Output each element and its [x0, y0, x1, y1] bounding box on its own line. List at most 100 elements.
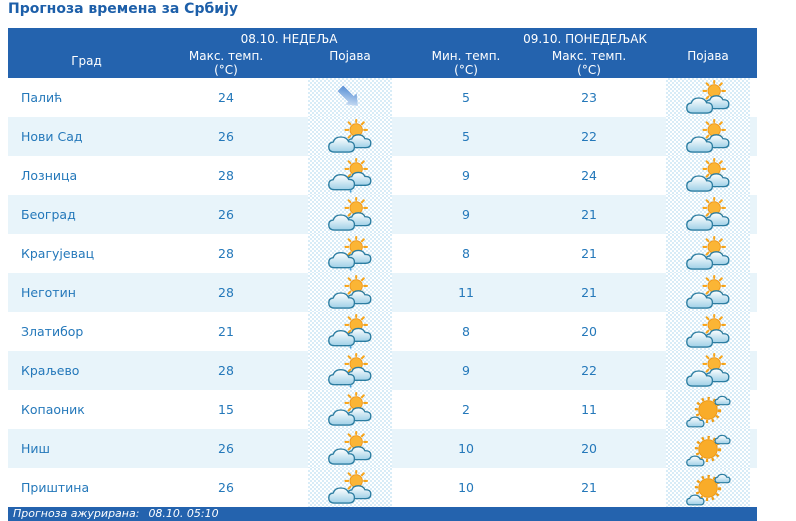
table-row: Београд 26 9 21 [8, 195, 758, 234]
day2-max-temp: 21 [581, 246, 597, 261]
day2-min-temp: 8 [462, 246, 470, 261]
phenomenon-cell [287, 390, 413, 429]
phenomenon-cell [287, 195, 413, 234]
city-name: Лозница [21, 168, 78, 183]
city-name: Златибор [21, 324, 84, 339]
mostly-sunny-icon [666, 429, 751, 468]
phenomenon-cell [659, 273, 757, 312]
sun-behind-clouds-icon [308, 468, 392, 507]
arrow-down-right-icon [308, 78, 392, 117]
day2-max-temp: 21 [581, 207, 597, 222]
table-row: Ниш 26 10 20 [8, 429, 758, 468]
page-title: Прогноза времена за Србију [8, 1, 238, 17]
city-name: Ниш [21, 441, 50, 456]
forecast-table: Град 08.10. НЕДЕЉА 09.10. ПОНЕДЕЉАК Макс… [8, 28, 758, 507]
phenomenon-cell [659, 312, 757, 351]
last-updated-label: Прогноза ажурирана: [13, 507, 140, 520]
date-header-day1: 08.10. НЕДЕЉА [165, 28, 414, 46]
phenomenon-cell [287, 468, 413, 507]
sun-clouds-light-rain-icon [308, 234, 392, 273]
phenomenon-cell [659, 195, 757, 234]
day1-max-temp: 26 [218, 441, 234, 456]
max-temp-label: Макс. темп. [188, 49, 264, 63]
column-header-day2-max-temp: Макс. темп. (°C) [519, 46, 660, 78]
sun-behind-clouds-icon [308, 273, 392, 312]
phenomenon-cell [659, 390, 757, 429]
day2-max-temp: 22 [581, 129, 597, 144]
sun-behind-clouds-icon [666, 117, 751, 156]
day2-min-temp: 2 [462, 402, 470, 417]
table-row: Палић 24 5 23 [8, 78, 757, 117]
table-row: Приштина 26 10 21 [8, 468, 757, 507]
city-name: Београд [21, 207, 76, 222]
phenomenon-cell [287, 429, 413, 468]
sun-behind-clouds-icon [666, 156, 751, 195]
phenomenon-cell [287, 117, 413, 156]
day2-min-temp: 9 [462, 168, 470, 183]
city-name: Палић [21, 90, 63, 105]
phenomenon-cell [287, 78, 413, 117]
day1-max-temp: 21 [218, 324, 234, 339]
column-header-city: Град [8, 28, 165, 78]
phenomenon-cell [659, 429, 757, 468]
day2-max-temp: 20 [581, 441, 597, 456]
day2-max-temp: 21 [581, 285, 597, 300]
day1-max-temp: 28 [218, 168, 234, 183]
day2-min-temp: 8 [462, 324, 470, 339]
column-header-day2-phenomenon: Појава [659, 46, 758, 78]
table-row: Неготин 28 11 21 [8, 273, 758, 312]
day2-max-temp: 11 [581, 402, 597, 417]
day2-min-temp: 10 [458, 441, 474, 456]
table-row: Златибор 21 8 20 [8, 312, 757, 351]
phenomenon-cell [287, 312, 413, 351]
unit-label: (°C) [577, 63, 601, 77]
day1-max-temp: 26 [218, 129, 234, 144]
last-updated-bar: Прогноза ажурирана: 08.10. 05:10 [8, 507, 757, 521]
sun-behind-clouds-icon [666, 195, 751, 234]
day2-max-temp: 21 [581, 480, 597, 495]
phenomenon-cell [659, 468, 757, 507]
city-name: Копаоник [21, 402, 85, 417]
min-temp-label: Мин. темп. [431, 49, 501, 63]
day1-max-temp: 28 [218, 285, 234, 300]
sun-behind-clouds-icon [666, 273, 751, 312]
day2-min-temp: 9 [462, 207, 470, 222]
table-row: Краљево 28 9 22 [8, 351, 758, 390]
sun-clouds-light-rain-icon [308, 156, 392, 195]
day2-min-temp: 11 [458, 285, 474, 300]
day2-min-temp: 5 [462, 129, 470, 144]
sun-behind-clouds-icon [308, 390, 392, 429]
phenomenon-cell [659, 78, 757, 117]
city-name: Крагујевац [21, 246, 95, 261]
day2-min-temp: 5 [462, 90, 470, 105]
column-header-row: Макс. темп. (°C) Појава Мин. темп. (°C) … [8, 46, 758, 78]
table-row: Копаоник 15 2 11 [8, 390, 757, 429]
city-name: Приштина [21, 480, 90, 495]
sun-clouds-light-rain-icon [308, 351, 392, 390]
mostly-sunny-icon [666, 390, 751, 429]
day2-max-temp: 23 [581, 90, 597, 105]
phenomenon-cell [659, 351, 757, 390]
day1-max-temp: 28 [218, 363, 234, 378]
unit-label: (°C) [214, 63, 238, 77]
day2-max-temp: 24 [581, 168, 597, 183]
sun-behind-clouds-icon [666, 78, 751, 117]
column-header-day1-max-temp: Макс. темп. (°C) [165, 46, 287, 78]
day2-max-temp: 20 [581, 324, 597, 339]
table-row: Нови Сад 26 5 22 [8, 117, 758, 156]
unit-label: (°C) [454, 63, 478, 77]
phenomenon-cell [659, 156, 757, 195]
city-name: Краљево [21, 363, 80, 378]
table-body: Палић 24 5 23 Нови Сад 26 5 22 Лозница 28 9 24 Беогр… [8, 78, 758, 507]
column-header-day2-min-temp: Мин. темп. (°C) [413, 46, 520, 78]
sun-behind-clouds-icon [666, 234, 751, 273]
phenomenon-cell [659, 234, 757, 273]
date-header-day2: 09.10. ПОНЕДЕЉАК [413, 28, 758, 46]
day1-max-temp: 28 [218, 246, 234, 261]
day1-max-temp: 24 [218, 90, 234, 105]
sun-behind-clouds-icon [308, 195, 392, 234]
day2-min-temp: 10 [458, 480, 474, 495]
table-header: Град 08.10. НЕДЕЉА 09.10. ПОНЕДЕЉАК Макс… [8, 28, 758, 78]
day2-max-temp: 22 [581, 363, 597, 378]
column-header-day1-phenomenon: Појава [287, 46, 414, 78]
